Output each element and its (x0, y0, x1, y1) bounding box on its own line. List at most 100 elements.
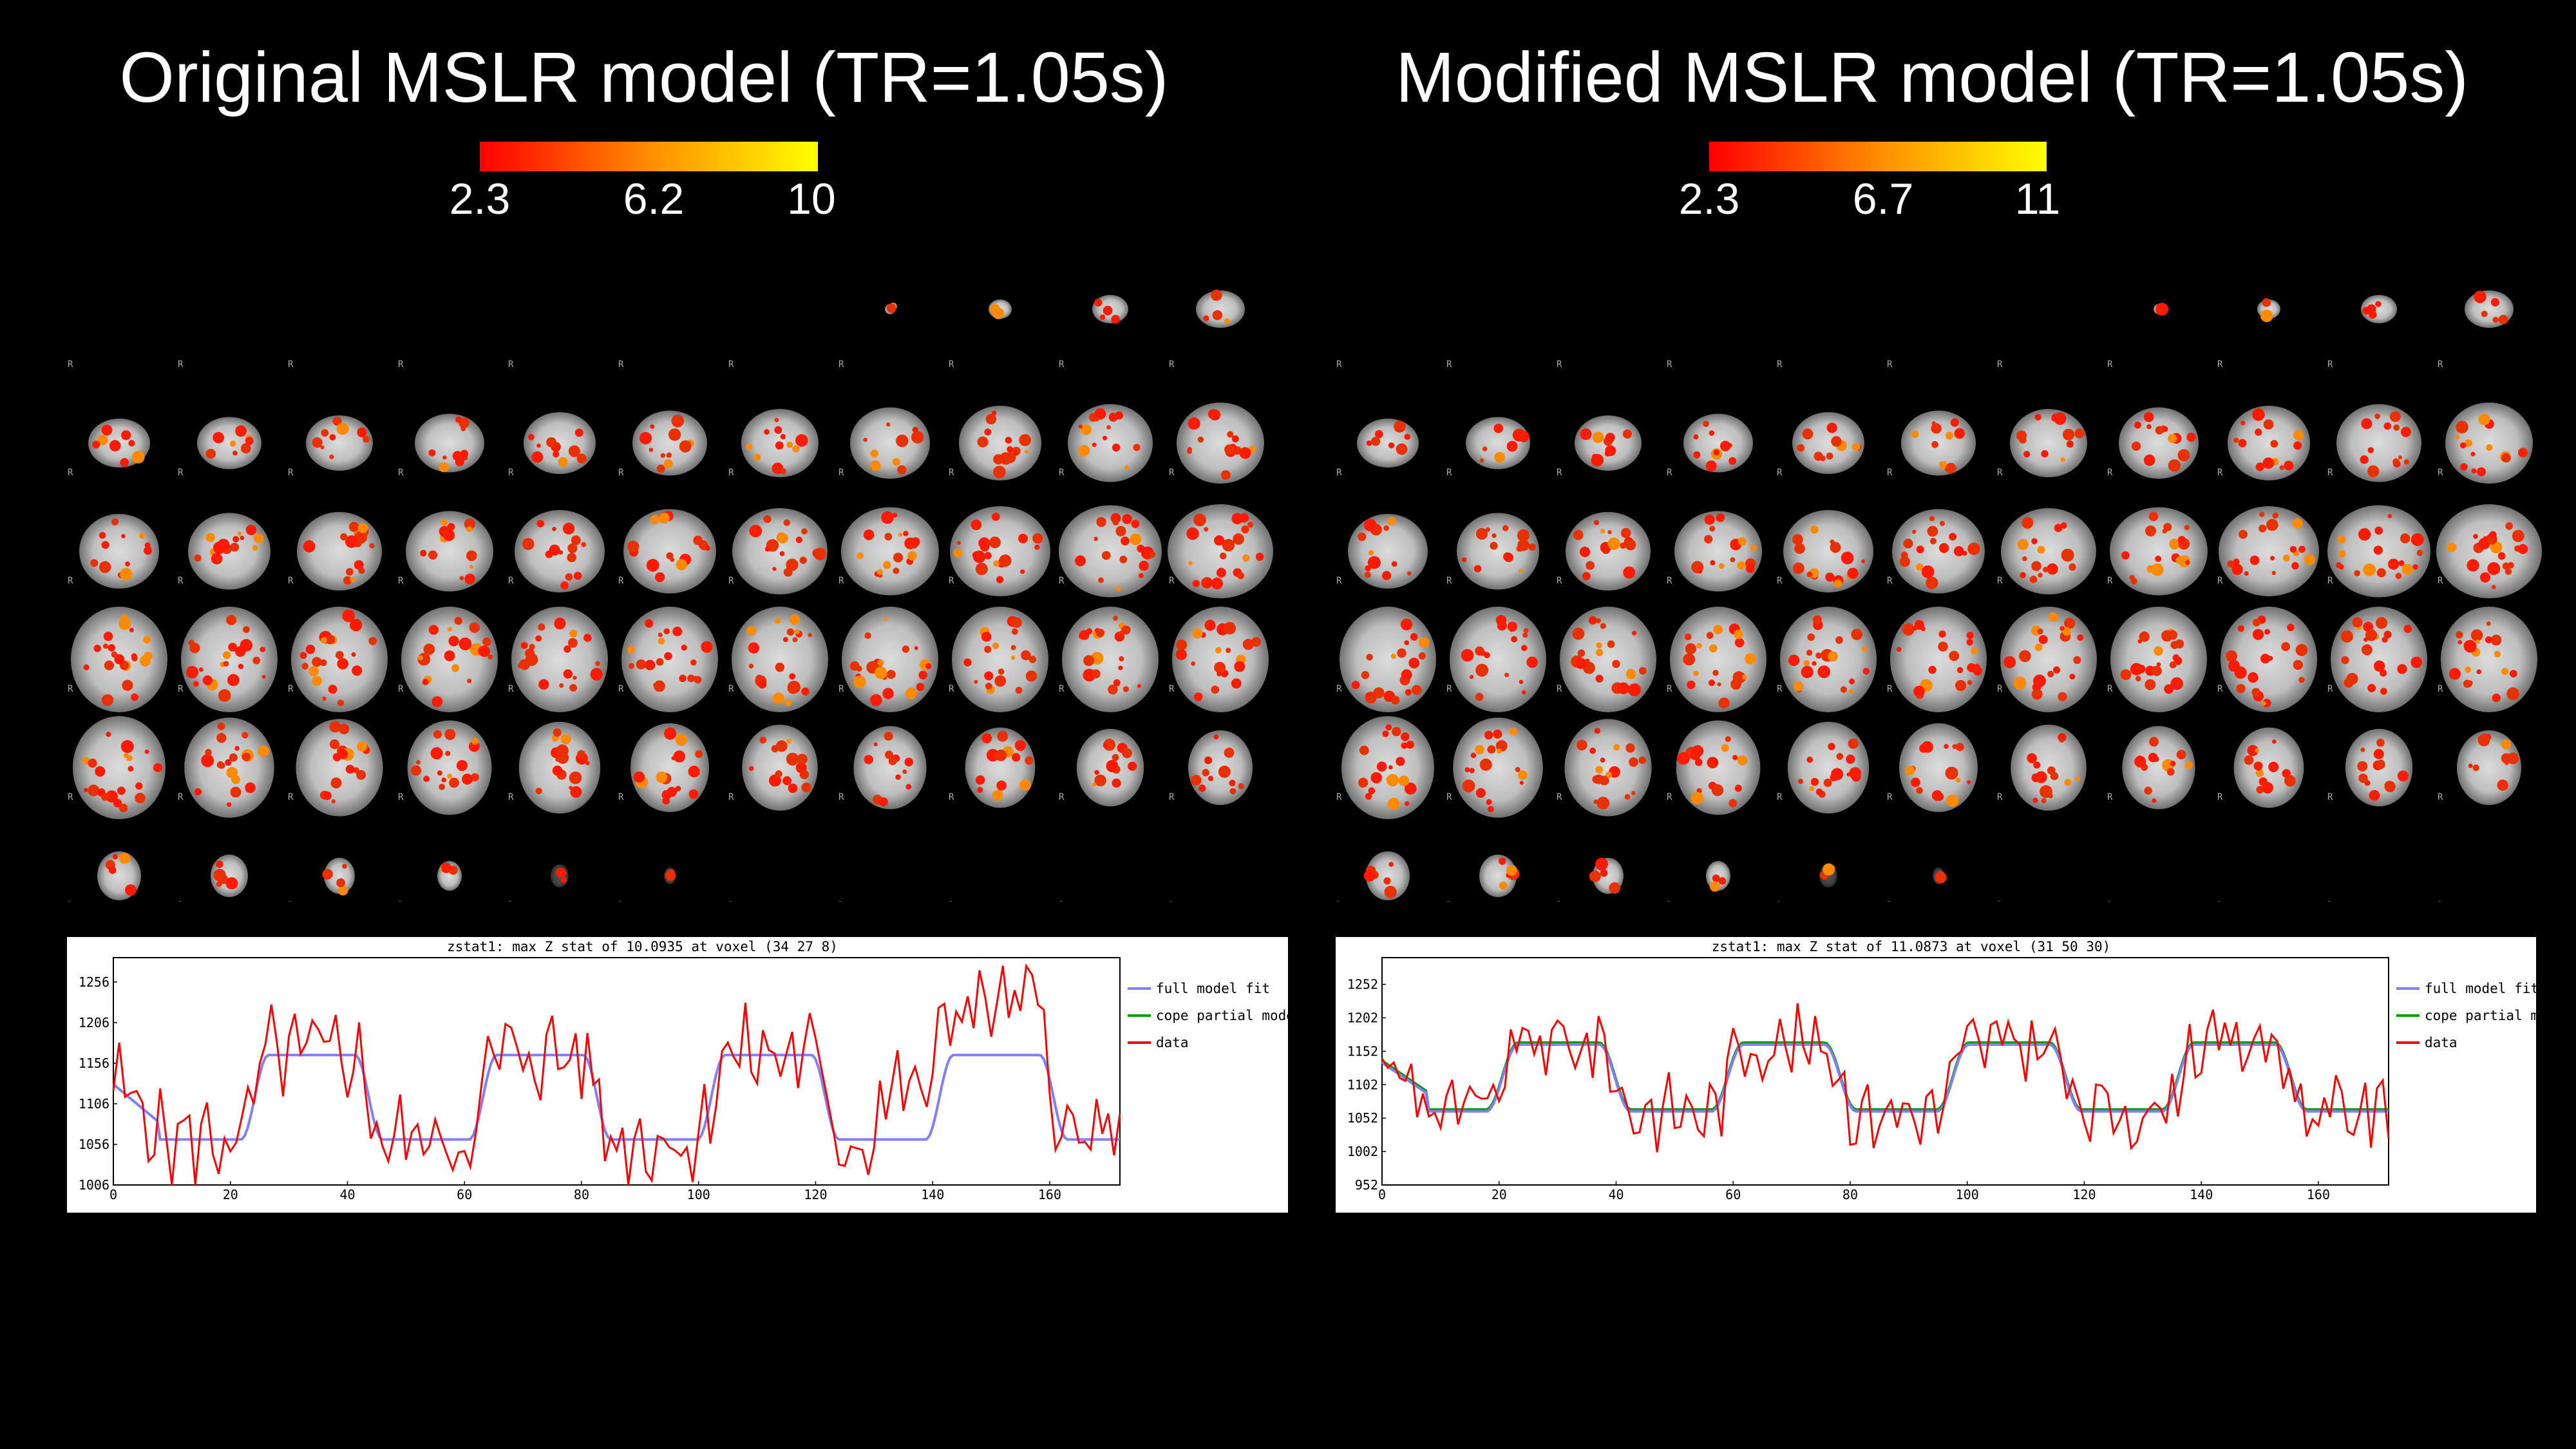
activation-blob (786, 752, 799, 766)
activation-blob (139, 655, 151, 667)
activation-blob (342, 609, 355, 622)
orientation-label: R (838, 900, 844, 902)
orientation-label: R (398, 684, 404, 694)
activation-blob (1209, 409, 1221, 421)
activation-blob (2388, 558, 2400, 570)
activation-blob (1938, 641, 1948, 652)
activation-blob (1809, 786, 1814, 791)
activation-blob (139, 532, 146, 539)
brain-slice (1780, 607, 1877, 712)
activation-blob (992, 307, 1005, 319)
activation-blob (679, 674, 687, 682)
activation-blob (2019, 650, 2031, 663)
activation-blob (1351, 681, 1360, 689)
activation-blob (2064, 779, 2072, 786)
activation-blob (1358, 777, 1368, 788)
activation-blob (905, 687, 917, 699)
activation-blob (2156, 662, 2161, 667)
activation-blob (2487, 536, 2496, 545)
brain-slice (989, 299, 1012, 319)
activation-blob (1224, 444, 1235, 455)
activation-blob (1392, 726, 1401, 737)
activation-blob (1604, 451, 1611, 457)
activation-blob (1212, 294, 1218, 301)
activation-blob (1014, 740, 1026, 752)
activation-blob (188, 639, 194, 646)
activation-blob (658, 638, 665, 645)
brain-slice (1566, 512, 1651, 591)
activation-blob (120, 740, 134, 753)
orientation-label: R (728, 359, 734, 370)
activation-blob (1708, 679, 1716, 687)
orientation-label: R (1336, 684, 1342, 694)
activation-blob (1709, 430, 1715, 436)
activation-blob (1950, 418, 1959, 427)
activation-blob (1387, 516, 1396, 526)
activation-blob (1204, 620, 1216, 631)
activation-blob (694, 676, 702, 684)
activation-blob (2373, 545, 2383, 555)
orientation-label: R (1667, 576, 1672, 586)
brain-slice (621, 607, 718, 712)
activation-blob (2352, 617, 2363, 628)
activation-blob (813, 547, 826, 560)
brain-slice (1683, 413, 1753, 473)
orientation-label: R (838, 576, 844, 586)
activation-blob (2291, 562, 2299, 570)
activation-blob (2367, 447, 2374, 453)
activation-blob (478, 646, 488, 656)
activation-blob (1188, 417, 1200, 430)
x-tick-label: 80 (574, 1187, 589, 1202)
orientation-label: R (2217, 468, 2223, 478)
activation-blob (227, 802, 232, 807)
activation-blob (2472, 764, 2479, 772)
activation-blob (2054, 524, 2063, 533)
y-tick-label: 1206 (79, 1015, 109, 1030)
activation-blob (1083, 655, 1095, 667)
activation-blob (1506, 440, 1518, 452)
activation-blob (2048, 612, 2058, 622)
activation-blob (660, 453, 666, 458)
activation-blob (1475, 663, 1489, 677)
brain-slice (291, 607, 388, 712)
orientation-label: R (398, 359, 404, 370)
activation-blob (2146, 424, 2152, 430)
activation-blob (2255, 769, 2264, 777)
activation-blob (213, 869, 226, 882)
activation-blob (211, 553, 223, 565)
right-panel: Modified MSLR model (TR=1.05s) 2.3 6.7 1… (1288, 0, 2576, 1449)
activation-blob (1374, 430, 1383, 439)
activation-blob (2474, 290, 2486, 303)
activation-blob (1593, 520, 1599, 526)
brain-slice (950, 506, 1050, 596)
activation-blob (546, 437, 556, 448)
activation-blob (1412, 685, 1422, 696)
activation-blob (455, 457, 464, 467)
activation-blob (1713, 784, 1719, 790)
activation-blob (320, 445, 325, 450)
activation-blob (903, 531, 909, 536)
activation-blob (2298, 677, 2305, 683)
brain-slice (2445, 402, 2533, 484)
activation-blob (1119, 555, 1128, 564)
activation-blob (1522, 690, 1526, 695)
activation-blob (471, 737, 478, 745)
activation-blob (918, 670, 927, 680)
activation-blob (2361, 644, 2372, 656)
activation-blob (2363, 564, 2376, 576)
activation-blob (1128, 761, 1137, 771)
activation-blob (1484, 730, 1493, 740)
activation-blob (1522, 632, 1528, 638)
activation-blob (668, 428, 681, 441)
activation-blob (1685, 643, 1696, 655)
activation-blob (1905, 766, 1915, 775)
activation-blob (590, 668, 603, 681)
activation-blob (198, 667, 204, 672)
activation-blob (881, 511, 894, 524)
activation-blob (645, 619, 654, 628)
activation-blob (1401, 669, 1412, 681)
activation-blob (2358, 528, 2371, 541)
activation-blob (1237, 572, 1245, 580)
activation-blob (128, 766, 134, 772)
activation-blob (2373, 748, 2384, 759)
